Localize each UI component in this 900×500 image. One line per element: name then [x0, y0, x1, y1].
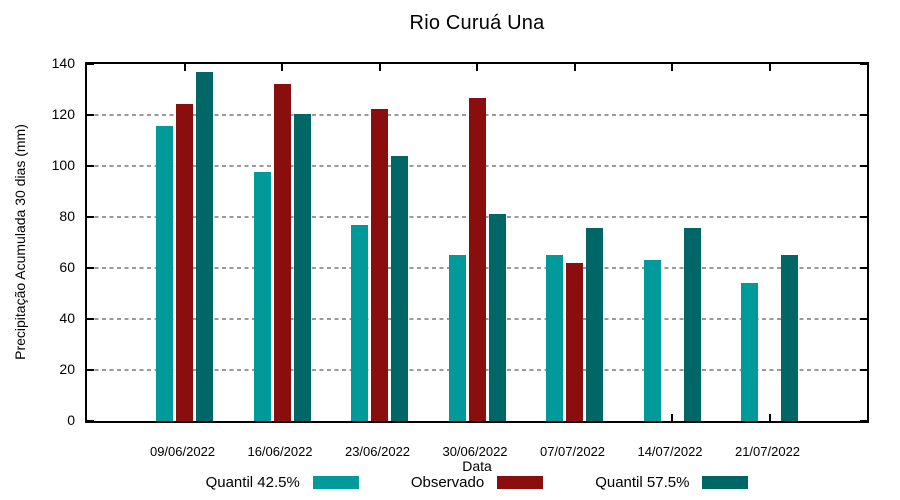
bar-Quantil 42.5% — [351, 224, 368, 421]
y-tick-label: 100 — [51, 157, 75, 173]
y-tick-mark — [860, 369, 867, 371]
y-tick-mark — [87, 114, 94, 116]
bar-Quantil 57.5% — [683, 228, 701, 421]
y-tick-mark — [87, 216, 94, 218]
bar-Observado — [176, 103, 193, 421]
y-tick-label: 20 — [59, 361, 75, 377]
x-tick-label: 07/07/2022 — [539, 444, 606, 459]
bar-Quantil 57.5% — [586, 228, 603, 421]
bar-Quantil 42.5% — [643, 260, 661, 421]
y-tick-mark — [87, 267, 94, 269]
bar-Quantil 57.5% — [391, 155, 408, 421]
y-tick-mark — [860, 63, 867, 65]
bar-Quantil 42.5% — [741, 283, 758, 421]
bar-Observado — [371, 108, 388, 421]
legend-entry-quantil-42-5: Quantil 42.5% — [206, 474, 359, 491]
plot-area — [85, 62, 869, 423]
legend-entry-quantil-57-5: Quantil 57.5% — [595, 474, 749, 491]
y-tick-mark — [87, 63, 94, 65]
bar-Quantil 42.5% — [448, 255, 466, 421]
bar-Quantil 57.5% — [781, 255, 798, 421]
legend-label: Observado — [410, 474, 485, 491]
x-tick-mark — [671, 414, 673, 421]
y-tick-mark — [860, 114, 867, 116]
y-tick-label: 140 — [51, 55, 75, 71]
legend-entry-observado: Observado — [410, 474, 544, 491]
x-tick-mark — [281, 64, 283, 71]
x-tick-mark — [768, 414, 771, 421]
y-tick-mark — [87, 369, 94, 371]
x-tick-mark — [476, 64, 478, 71]
bar-Quantil 57.5% — [293, 113, 311, 421]
y-tick-label: 80 — [59, 208, 75, 224]
y-tick-mark — [860, 267, 867, 269]
y-tick-label: 120 — [51, 106, 75, 122]
x-tick-label: 21/07/2022 — [734, 444, 801, 459]
y-tick-mark — [860, 318, 867, 320]
y-axis-label: Precipitação Acumulada 30 dias (mm) — [12, 124, 28, 360]
y-tick-label: 40 — [59, 310, 75, 326]
legend-label: Quantil 42.5% — [205, 474, 300, 491]
legend-swatch — [497, 476, 544, 489]
y-tick-label: 0 — [67, 412, 75, 428]
x-tick-label: 14/07/2022 — [637, 444, 703, 459]
x-tick-mark — [671, 64, 673, 71]
x-tick-label: 09/06/2022 — [149, 444, 216, 459]
bar-Quantil 42.5% — [546, 255, 563, 421]
bar-Observado — [468, 98, 486, 421]
x-tick-mark — [378, 64, 381, 71]
bar-Quantil 42.5% — [156, 126, 173, 421]
legend: Quantil 42.5% Observado Quantil 57.5% — [85, 474, 869, 491]
bar-Observado — [273, 84, 291, 421]
y-tick-mark — [860, 420, 867, 422]
x-tick-mark — [573, 64, 576, 71]
y-tick-mark — [87, 318, 94, 320]
y-tick-mark — [87, 165, 94, 167]
y-tick-mark — [860, 216, 867, 218]
bar-Quantil 42.5% — [253, 172, 271, 421]
x-tick-label: 23/06/2022 — [344, 444, 411, 459]
legend-label: Quantil 57.5% — [595, 474, 690, 491]
x-tick-mark — [183, 64, 186, 71]
x-tick-label: 16/06/2022 — [247, 444, 313, 459]
x-tick-label: 30/06/2022 — [442, 444, 508, 459]
y-tick-label: 60 — [59, 259, 75, 275]
y-tick-mark — [860, 165, 867, 167]
x-axis-label: Data — [462, 458, 492, 474]
x-tick-mark — [768, 64, 771, 71]
bar-Quantil 57.5% — [488, 214, 506, 421]
bar-Observado — [566, 262, 583, 421]
legend-swatch — [702, 476, 749, 489]
bar-Quantil 57.5% — [196, 71, 213, 421]
legend-swatch — [312, 476, 359, 489]
y-tick-mark — [87, 420, 94, 422]
chart-title: Rio Curuá Una — [409, 12, 545, 34]
